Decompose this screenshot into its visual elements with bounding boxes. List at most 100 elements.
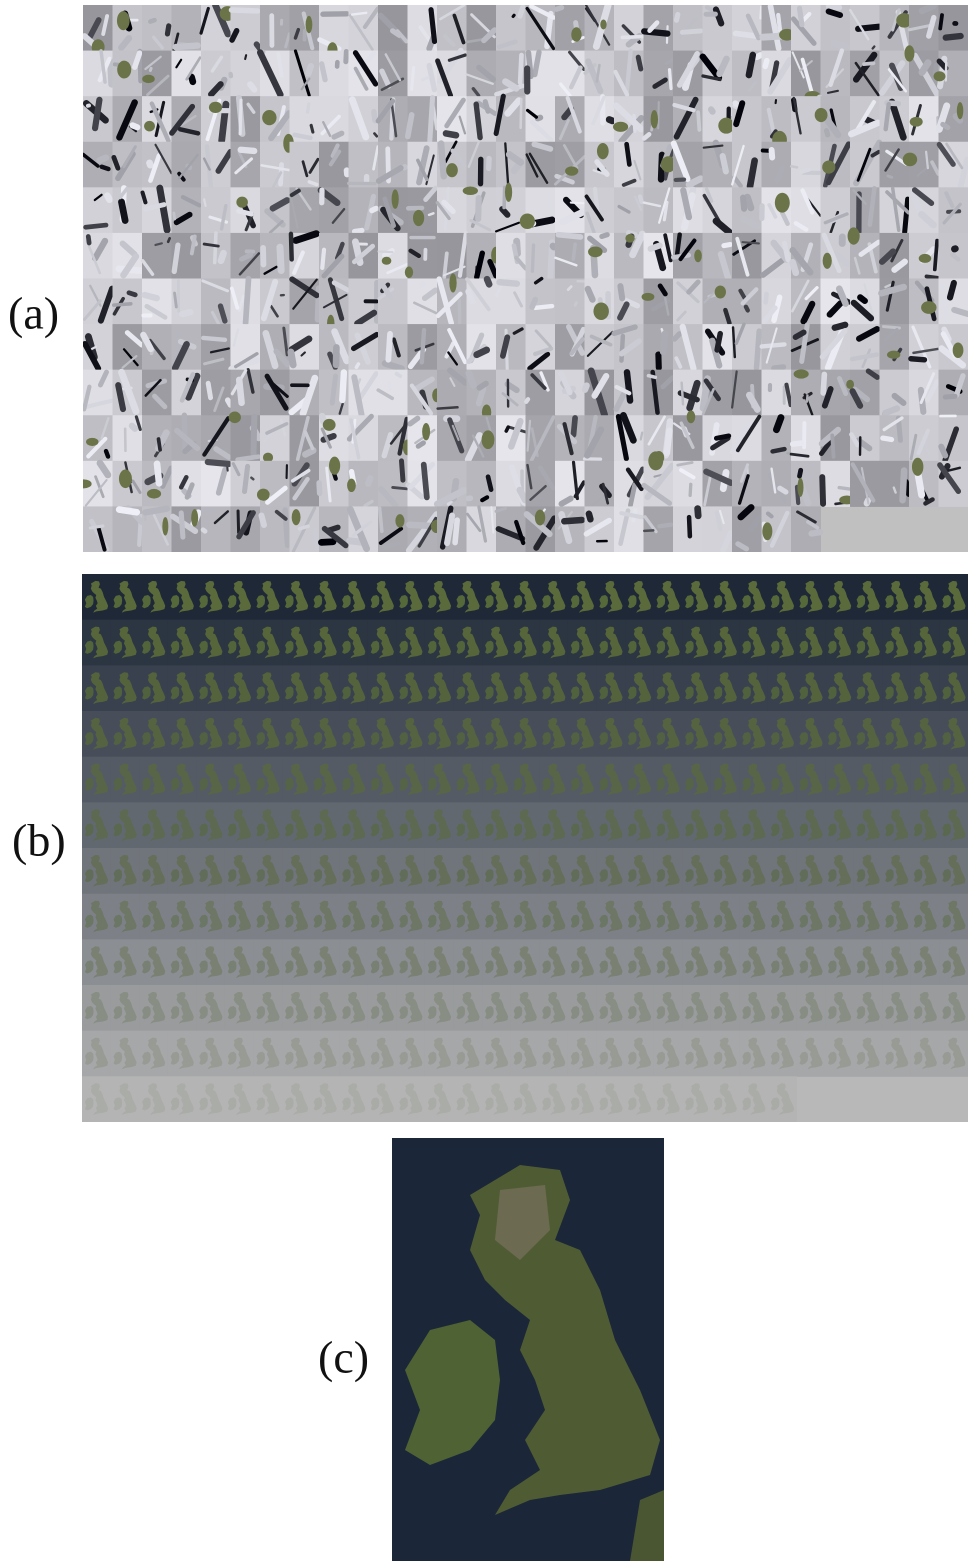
cloud-streak bbox=[784, 243, 787, 259]
cloud-streak bbox=[638, 57, 641, 69]
cloud-streak bbox=[513, 15, 514, 16]
cloud-streak bbox=[356, 364, 358, 367]
cloud-streak bbox=[641, 433, 642, 440]
land-patch bbox=[815, 108, 828, 122]
cloud-streak bbox=[822, 477, 823, 504]
cloud-streak bbox=[372, 208, 376, 210]
land-patch bbox=[76, 479, 92, 488]
cloud-streak bbox=[168, 238, 169, 241]
cloud-streak bbox=[184, 415, 185, 450]
land-patch bbox=[86, 438, 98, 446]
land-patch bbox=[651, 110, 658, 128]
cloud-streak bbox=[438, 407, 458, 408]
cloud-streak bbox=[556, 8, 561, 10]
cloud-streak bbox=[927, 276, 939, 278]
cloud-streak bbox=[308, 104, 309, 112]
cloud-streak bbox=[640, 197, 642, 203]
tile bbox=[290, 51, 320, 97]
cloud-streak bbox=[589, 514, 591, 519]
land-patch bbox=[593, 302, 608, 320]
land-patch bbox=[257, 489, 270, 501]
cloud-streak bbox=[506, 427, 508, 431]
cloud-streak bbox=[291, 234, 292, 260]
cloud-streak bbox=[885, 408, 897, 413]
tile bbox=[142, 233, 172, 279]
cloud-streak bbox=[864, 63, 873, 64]
cloud-streak bbox=[322, 250, 324, 268]
cloud-streak bbox=[860, 297, 865, 301]
cloud-streak bbox=[431, 10, 434, 42]
cloud-streak bbox=[663, 334, 665, 352]
land-patch bbox=[642, 293, 655, 301]
cloud-streak bbox=[526, 399, 528, 402]
cloud-streak bbox=[374, 112, 375, 121]
cloud-streak bbox=[776, 418, 781, 430]
cloud-streak bbox=[215, 233, 216, 263]
cloud-streak bbox=[746, 307, 748, 311]
panel-a-tiles bbox=[76, 5, 969, 553]
tile bbox=[939, 5, 969, 51]
cloud-streak bbox=[90, 526, 103, 528]
cloud-streak bbox=[239, 211, 252, 214]
tile bbox=[791, 142, 821, 188]
cloud-streak bbox=[756, 331, 759, 368]
cloud-streak bbox=[107, 196, 109, 200]
land-patch bbox=[446, 163, 458, 177]
cloud-streak bbox=[221, 253, 224, 261]
land-patch bbox=[715, 286, 726, 299]
tile bbox=[555, 233, 585, 279]
cloud-streak bbox=[747, 197, 751, 208]
cloud-streak bbox=[894, 488, 896, 493]
cloud-streak bbox=[698, 112, 699, 130]
land-patch bbox=[306, 16, 313, 33]
land-patch bbox=[687, 410, 696, 423]
cloud-streak bbox=[133, 125, 138, 127]
cloud-streak bbox=[716, 436, 728, 438]
cloud-streak bbox=[129, 293, 135, 295]
cloud-streak bbox=[780, 488, 786, 492]
land-patch bbox=[323, 419, 336, 431]
panel-label: (c) bbox=[318, 1332, 369, 1383]
cloud-streak bbox=[504, 187, 505, 207]
cloud-streak bbox=[429, 213, 433, 215]
cloud-streak bbox=[240, 100, 241, 134]
tile bbox=[172, 51, 202, 97]
cloud-streak bbox=[231, 10, 257, 11]
cloud-streak bbox=[553, 246, 554, 247]
cloud-streak bbox=[532, 299, 535, 307]
tile bbox=[142, 51, 172, 97]
cloud-streak bbox=[945, 396, 955, 397]
cloud-streak bbox=[446, 133, 456, 135]
land-patch bbox=[162, 517, 168, 535]
tile bbox=[172, 187, 202, 233]
land-patch bbox=[597, 143, 609, 159]
land-patch bbox=[236, 197, 248, 208]
cloud-streak bbox=[114, 304, 131, 305]
cloud-streak bbox=[609, 120, 612, 121]
page: (a) (b) (c) (() => { const data = JSON.p… bbox=[0, 0, 969, 1561]
cloud-streak bbox=[564, 520, 582, 521]
cloud-streak bbox=[100, 158, 106, 161]
cloud-streak bbox=[261, 515, 264, 525]
cloud-streak bbox=[735, 103, 736, 104]
land-patch bbox=[263, 453, 273, 463]
cloud-streak bbox=[441, 144, 444, 177]
land-patch bbox=[600, 19, 606, 29]
cloud-streak bbox=[733, 327, 735, 357]
land-patch bbox=[912, 458, 923, 476]
land-patch bbox=[822, 160, 835, 173]
land-patch bbox=[392, 189, 399, 209]
cloud-streak bbox=[667, 431, 669, 453]
cloud-streak bbox=[535, 306, 552, 308]
land-patch bbox=[848, 227, 860, 244]
land-patch bbox=[117, 61, 131, 79]
cloud-streak bbox=[762, 344, 785, 346]
cloud-streak bbox=[143, 193, 146, 203]
land-patch bbox=[449, 273, 456, 292]
tile bbox=[555, 5, 585, 51]
land-patch bbox=[191, 509, 198, 527]
cloud-streak bbox=[311, 125, 313, 132]
tile bbox=[673, 461, 703, 507]
cloud-streak bbox=[839, 488, 849, 489]
cloud-streak bbox=[308, 66, 311, 73]
